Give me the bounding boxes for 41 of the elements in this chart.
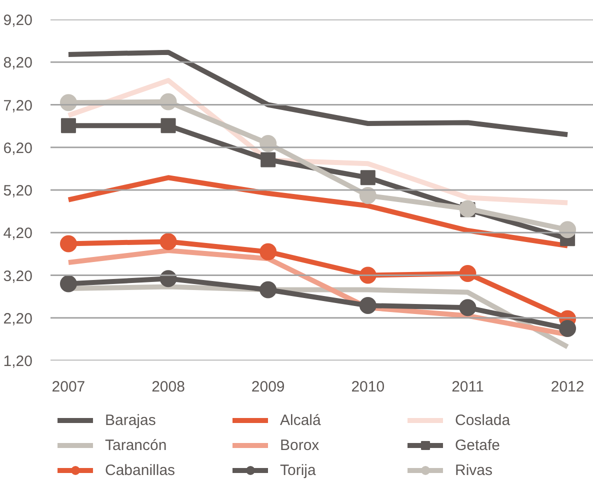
point (160, 233, 177, 250)
legend-label: Getafe (455, 436, 502, 455)
point (60, 94, 77, 112)
y-tick-label: 3,20 (3, 268, 33, 285)
point (60, 275, 77, 292)
y-tick-label: 9,20 (3, 12, 33, 29)
y-tick-label: 8,20 (3, 54, 33, 72)
legend-label: Cabanillas (105, 460, 176, 480)
point (60, 235, 77, 252)
y-tick-label: 5,20 (3, 182, 33, 200)
y-tick-label: 2,20 (3, 310, 33, 328)
point (459, 299, 476, 316)
point (160, 118, 176, 134)
point (260, 243, 277, 260)
point (260, 281, 277, 298)
x-tick-label: 2009 (251, 378, 285, 396)
y-tick-label: 7,20 (3, 97, 33, 114)
legend-label: Tarancón (105, 436, 168, 455)
point (60, 118, 76, 134)
x-tick-label: 2007 (52, 378, 86, 396)
point (559, 221, 576, 238)
x-tick-label: 2008 (152, 378, 185, 396)
x-tick-label: 2012 (550, 378, 584, 396)
legend-label: Barajas (105, 410, 157, 430)
legend-label: Rivas (455, 460, 494, 480)
x-tick-label: 2010 (351, 378, 385, 396)
point (260, 135, 277, 152)
point (260, 152, 276, 168)
y-tick-label: 1,20 (3, 353, 33, 370)
y-tick-label: 4,20 (3, 225, 33, 242)
legend-label: Borox (280, 436, 320, 455)
legend-label: Torija (280, 460, 317, 480)
legend-label: Alcalá (280, 410, 322, 430)
point (360, 170, 376, 186)
point (160, 270, 177, 288)
point (359, 297, 376, 314)
legend-label: Coslada (455, 410, 512, 430)
y-tick-label: 6,20 (3, 140, 33, 157)
x-tick-label: 2011 (452, 378, 484, 396)
point (559, 320, 576, 338)
point (359, 187, 376, 204)
